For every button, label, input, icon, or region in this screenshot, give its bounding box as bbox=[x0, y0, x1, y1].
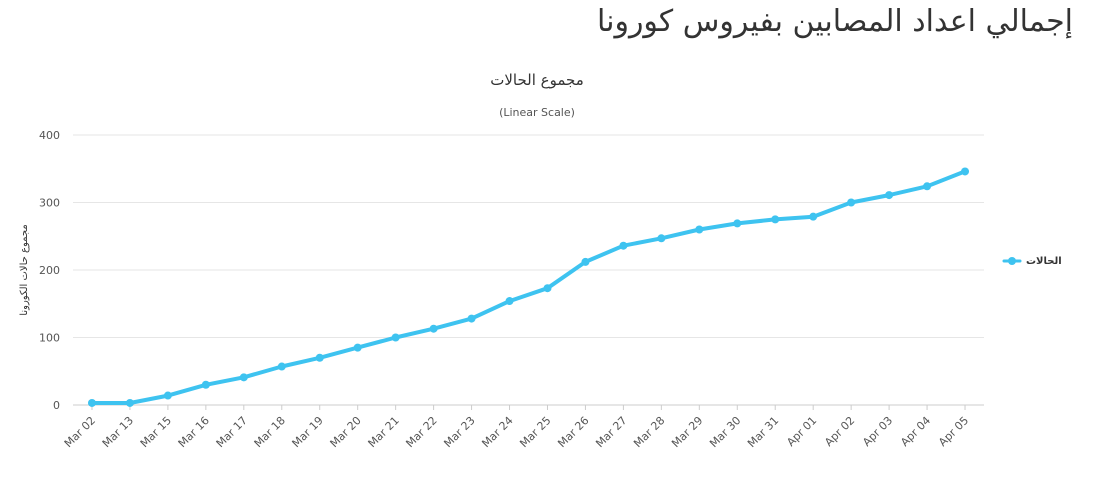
y-tick-label: 0 bbox=[53, 399, 60, 412]
y-tick-label: 100 bbox=[39, 332, 60, 345]
data-point[interactable] bbox=[429, 324, 438, 333]
data-point[interactable] bbox=[277, 362, 286, 371]
data-point[interactable] bbox=[923, 182, 932, 191]
y-tick-label: 400 bbox=[39, 129, 60, 142]
data-point[interactable] bbox=[315, 353, 324, 362]
data-point[interactable] bbox=[125, 398, 134, 407]
chart-subtitle: (Linear Scale) bbox=[499, 106, 575, 119]
x-tick-label: Mar 19 bbox=[290, 414, 326, 450]
x-tick-label: Mar 27 bbox=[593, 414, 629, 450]
data-point[interactable] bbox=[581, 257, 590, 266]
legend-label: الحالات bbox=[1026, 256, 1062, 267]
data-point[interactable] bbox=[467, 314, 476, 323]
page-title: إجمالي اعداد المصابين بفيروس كورونا bbox=[596, 4, 1073, 39]
x-tick-label: Mar 21 bbox=[366, 414, 402, 450]
data-point[interactable] bbox=[391, 333, 400, 342]
legend-marker bbox=[1008, 257, 1016, 265]
data-point[interactable] bbox=[353, 343, 362, 352]
x-tick-label: Mar 02 bbox=[62, 414, 98, 450]
data-point[interactable] bbox=[847, 198, 856, 207]
series-line bbox=[90, 169, 967, 405]
x-tick-label: Apr 02 bbox=[822, 414, 857, 449]
data-point[interactable] bbox=[809, 212, 818, 221]
x-tick-label: Apr 01 bbox=[784, 414, 819, 449]
x-tick-label: Mar 26 bbox=[555, 414, 591, 450]
grid-lines bbox=[73, 134, 984, 406]
x-tick-label: Mar 23 bbox=[441, 414, 477, 450]
x-tick-label: Mar 18 bbox=[252, 414, 288, 450]
data-point[interactable] bbox=[505, 297, 514, 306]
data-point[interactable] bbox=[961, 167, 970, 176]
chart-title: مجموع الحالات bbox=[490, 71, 584, 89]
data-point[interactable] bbox=[771, 215, 780, 224]
x-tick-label: Mar 29 bbox=[669, 414, 705, 450]
x-tick-label: Mar 31 bbox=[745, 414, 781, 450]
x-tick-label: Mar 16 bbox=[176, 414, 212, 450]
data-point[interactable] bbox=[619, 241, 628, 250]
data-point[interactable] bbox=[885, 191, 894, 200]
data-point[interactable] bbox=[163, 391, 172, 400]
x-tick-label: Mar 15 bbox=[138, 414, 174, 450]
x-tick-label: Mar 17 bbox=[214, 414, 250, 450]
x-tick-label: Mar 28 bbox=[631, 414, 667, 450]
y-axis-label: مجموع حالات الكورونا bbox=[19, 224, 30, 315]
y-tick-label: 300 bbox=[39, 197, 60, 210]
data-point[interactable] bbox=[87, 398, 96, 407]
data-point[interactable] bbox=[201, 380, 210, 389]
y-tick-label: 200 bbox=[39, 264, 60, 277]
x-tick-labels: Mar 02 Mar 13 Mar 15 Mar 16 Mar 17 Mar 18 Mar … bbox=[62, 405, 971, 450]
legend[interactable]: الحالات bbox=[1002, 256, 1062, 267]
series-layer bbox=[87, 167, 970, 407]
x-tick-label: Mar 20 bbox=[328, 414, 364, 450]
y-tick-labels: 0 100 200 300 400 bbox=[39, 129, 60, 412]
data-point[interactable] bbox=[733, 219, 742, 228]
x-tick-label: Mar 13 bbox=[100, 414, 136, 450]
x-tick-label: Mar 24 bbox=[479, 414, 515, 450]
x-tick-label: Apr 05 bbox=[936, 414, 971, 449]
data-point[interactable] bbox=[239, 373, 248, 382]
x-tick-label: Mar 22 bbox=[403, 414, 439, 450]
x-tick-label: Mar 30 bbox=[707, 414, 743, 450]
data-point[interactable] bbox=[543, 284, 552, 293]
data-point[interactable] bbox=[657, 234, 666, 243]
x-tick-label: Mar 25 bbox=[517, 414, 553, 450]
x-tick-label: Apr 03 bbox=[860, 414, 895, 449]
data-point[interactable] bbox=[695, 225, 704, 234]
x-tick-label: Apr 04 bbox=[898, 414, 933, 449]
